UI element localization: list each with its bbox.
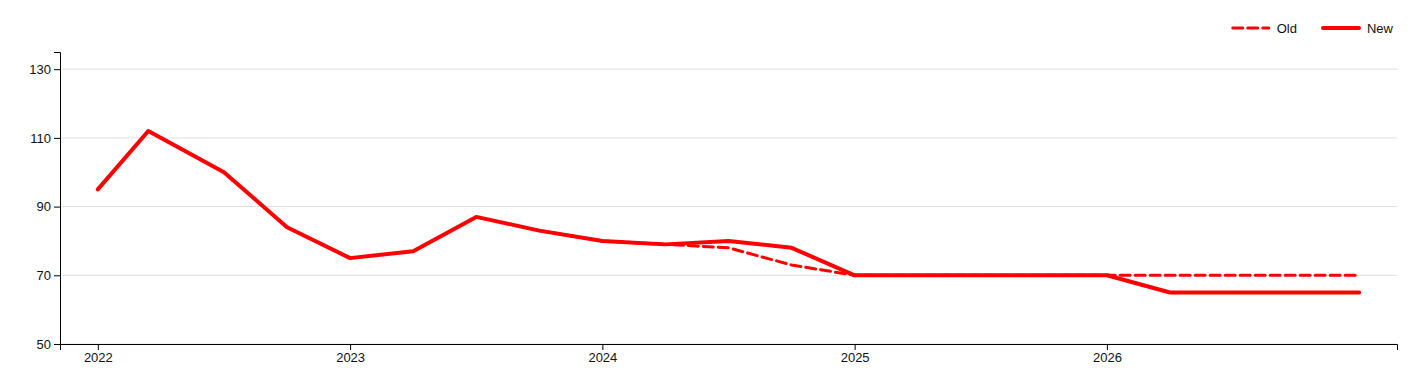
legend: Old New xyxy=(1233,21,1394,36)
tick-label: 2022 xyxy=(84,350,113,365)
tick-mark xyxy=(54,69,60,70)
tick-label: 70 xyxy=(37,268,51,283)
tick-mark xyxy=(54,275,60,276)
plot-area xyxy=(98,131,1359,292)
series-line xyxy=(98,131,1359,292)
tick-label: 2023 xyxy=(336,350,365,365)
tick-label: 2026 xyxy=(1093,350,1122,365)
tick: 2025 xyxy=(841,344,870,365)
tick-mark xyxy=(602,344,603,350)
x-axis-line xyxy=(61,345,1398,351)
tick-mark xyxy=(350,344,351,350)
x-axis: 2022 2023 2024 2025 2026 xyxy=(61,344,1398,365)
grid xyxy=(60,69,1397,344)
tick: 130 xyxy=(29,62,60,77)
tick: 2023 xyxy=(336,344,365,365)
tick-label: 130 xyxy=(29,62,51,77)
tick-label: 2025 xyxy=(841,350,870,365)
y-axis-line xyxy=(54,53,61,345)
tick-mark xyxy=(1107,344,1108,350)
tick-label: 50 xyxy=(37,337,51,352)
tick: 2026 xyxy=(1093,344,1122,365)
legend-label: New xyxy=(1367,21,1394,36)
tick: 2022 xyxy=(84,344,113,365)
legend-item: Old xyxy=(1233,21,1297,36)
tick-mark xyxy=(98,344,99,350)
tick: 2024 xyxy=(588,344,617,365)
tick: 50 xyxy=(37,337,60,352)
tick-mark xyxy=(855,344,856,350)
chart: 2022 2023 2024 2025 2026 50 70 90 110 130 Old New xyxy=(0,0,1421,384)
tick-label: 2024 xyxy=(588,350,617,365)
y-axis: 50 70 90 110 130 xyxy=(29,53,60,352)
tick-mark xyxy=(54,138,60,139)
legend-swatch xyxy=(1233,27,1269,30)
series-line xyxy=(539,231,1359,276)
tick-mark xyxy=(54,207,60,208)
tick-label: 90 xyxy=(37,199,51,214)
tick-mark xyxy=(54,344,60,345)
tick: 110 xyxy=(30,131,60,146)
tick: 70 xyxy=(37,268,60,283)
tick-label: 110 xyxy=(30,131,51,146)
grid-line xyxy=(60,69,1397,70)
tick: 90 xyxy=(37,199,60,214)
legend-swatch xyxy=(1323,26,1359,30)
grid-line xyxy=(60,137,1397,138)
legend-label: Old xyxy=(1277,21,1297,36)
legend-item: New xyxy=(1323,21,1394,36)
